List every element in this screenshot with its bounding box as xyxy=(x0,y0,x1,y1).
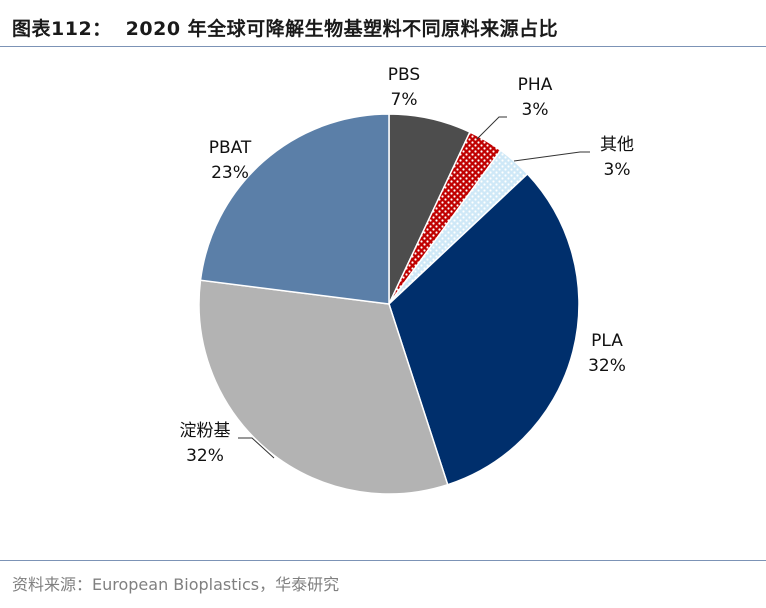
slice-name-label: PBS xyxy=(388,65,420,85)
leader-line xyxy=(476,116,507,140)
slice-value-label: 32% xyxy=(186,446,224,466)
slice-name-label: 淀粉基 xyxy=(180,421,231,441)
slice-name-label: 其他 xyxy=(600,135,634,155)
slice-value-label: 7% xyxy=(391,90,418,110)
leader-lines xyxy=(238,116,590,459)
slice-value-label: 32% xyxy=(588,356,626,376)
figure-title: 图表112： 2020 年全球可降解生物基塑料不同原料来源占比 xyxy=(12,14,558,41)
figure-number: 图表112： xyxy=(12,18,112,40)
slice-labels: PBS 7% PHA 3% 其他 3% PLA 32% 淀粉基 32% PBAT 23% xyxy=(180,65,635,466)
footer-divider xyxy=(0,560,766,561)
title-divider xyxy=(0,46,766,47)
slice-value-label: 23% xyxy=(211,163,249,183)
slice-value-label: 3% xyxy=(604,160,631,180)
figure-title-text: 2020 年全球可降解生物基塑料不同原料来源占比 xyxy=(125,18,559,40)
pie-slices xyxy=(198,113,580,495)
pie-slice-6 xyxy=(199,113,390,305)
pie-slice-5 xyxy=(198,279,449,495)
slice-name-label: PHA xyxy=(518,75,553,95)
pie-chart: PBS 7% PHA 3% 其他 3% PLA 32% 淀粉基 32% PBAT 23% xyxy=(180,65,635,495)
leader-line xyxy=(513,151,590,162)
slice-name-label: PLA xyxy=(591,331,623,351)
slice-value-label: 3% xyxy=(522,100,549,120)
leader-line xyxy=(238,437,275,459)
slice-name-label: PBAT xyxy=(209,138,252,158)
source-note: 资料来源：European Bioplastics，华泰研究 xyxy=(12,575,340,594)
pie-slice-4 xyxy=(388,172,580,486)
